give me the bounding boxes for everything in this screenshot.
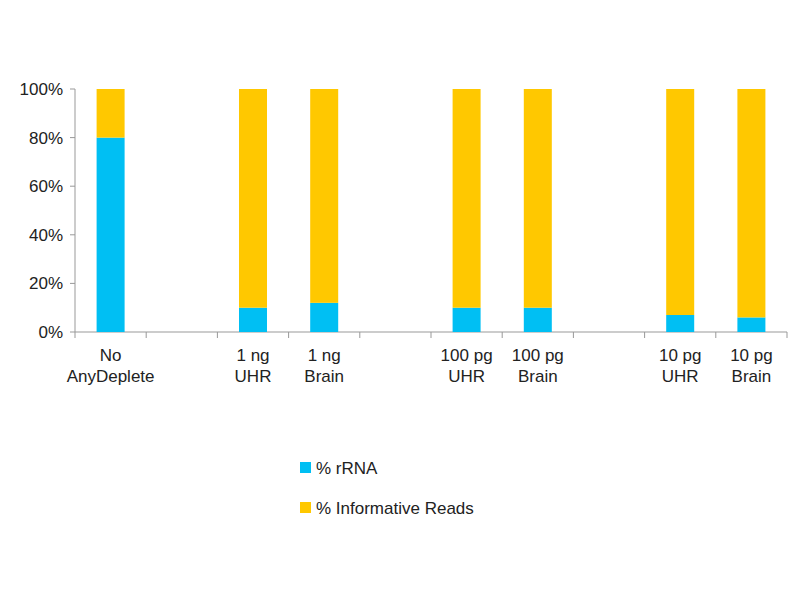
y-tick-label: 20% [29,274,63,293]
x-tick-label-line: 1 ng [308,346,341,365]
y-tick [70,186,75,187]
x-tick-label: 1 ng UHR [235,346,272,386]
x-tick-label-line: Brain [732,367,772,386]
chart: 0%20%40%60%80%100%NoAnyDeplete1 ngUHR1 n… [0,0,800,600]
x-divider [146,332,147,338]
bar-segment [524,89,552,308]
x-divider [359,332,360,338]
y-tick [70,137,75,138]
bar-segment [310,303,338,332]
x-tick-label-line: Brain [518,367,558,386]
y-tick [70,234,75,235]
x-tick-label-line: No [100,346,122,365]
x-divider [75,332,76,338]
bar-segment [666,89,694,315]
y-tick-label: 80% [29,129,63,148]
y-tick [70,332,75,333]
y-tick-label: 60% [29,177,63,196]
x-tick-label-line: 1 ng [236,346,269,365]
bar-segment [310,89,338,303]
bar-segment [453,308,481,332]
y-tick-label: 0% [38,323,63,342]
y-axis [75,89,76,332]
x-divider [787,332,788,338]
legend-label: % rRNA [316,459,378,478]
x-tick-label-line: 10 pg [730,346,773,365]
x-tick-label-line: 10 pg [659,346,702,365]
x-tick-label-line: UHR [662,367,699,386]
legend-swatch [300,462,311,473]
x-tick-label: 100 pg UHR [441,346,493,386]
x-tick-label-line: Brain [304,367,344,386]
x-divider [715,332,716,338]
bar-segment [239,308,267,332]
y-tick-label: 100% [20,80,63,99]
x-tick-label-line: UHR [448,367,485,386]
x-tick-label: No AnyDeplete [67,346,155,386]
y-tick [70,283,75,284]
bar-segment [97,138,125,332]
bar-segment [239,89,267,308]
bar-segment [737,317,765,332]
bars [97,89,766,332]
x-tick-label: 1 ng Brain [304,346,344,386]
x-tick-label-line: UHR [235,367,272,386]
legend-label: % Informative Reads [316,499,474,518]
bar-segment [737,89,765,317]
x-divider [502,332,503,338]
x-tick-label: 10 pg Brain [730,346,773,386]
x-divider [644,332,645,338]
x-tick-label: 100 pg Brain [512,346,564,386]
bar-segment [97,89,125,138]
x-divider [288,332,289,338]
x-tick-label-line: 100 pg [512,346,564,365]
x-divider [431,332,432,338]
x-tick-label-line: 100 pg [441,346,493,365]
legend-swatch [300,502,311,513]
y-tick [70,89,75,90]
x-tick-label-line: AnyDeplete [67,367,155,386]
x-tick-label: 10 pg UHR [659,346,702,386]
y-tick-label: 40% [29,226,63,245]
x-divider [217,332,218,338]
bar-segment [666,315,694,332]
bar-segment [453,89,481,308]
bar-segment [524,308,552,332]
x-divider [573,332,574,338]
